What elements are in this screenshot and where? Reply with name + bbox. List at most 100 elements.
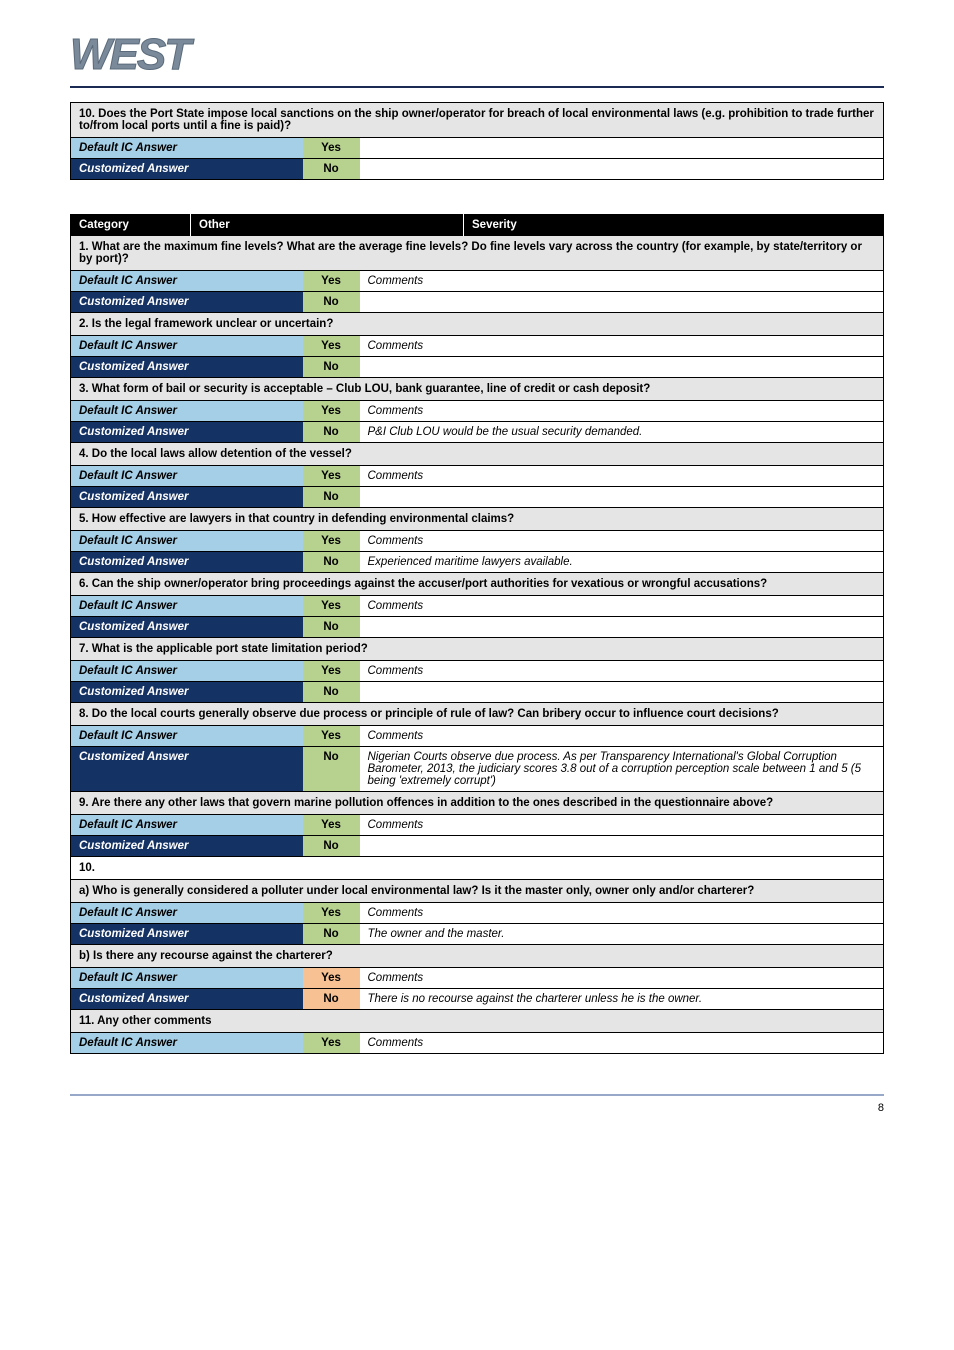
q10ps-custom-label: Customized Answer bbox=[71, 159, 303, 180]
q2-head: 2. Is the legal framework unclear or unc… bbox=[71, 313, 884, 336]
q4-default-comment: Comments bbox=[360, 466, 884, 487]
q9-default-comment: Comments bbox=[360, 815, 884, 836]
q3-custom-action: No bbox=[303, 422, 360, 443]
q5-custom-label: Customized Answer bbox=[71, 552, 303, 573]
q10b-default-comment: Comments bbox=[360, 968, 884, 989]
q4-default-label: Default IC Answer bbox=[71, 466, 303, 487]
section-cat-value: Other bbox=[191, 215, 464, 236]
q3-custom-label: Customized Answer bbox=[71, 422, 303, 443]
q10-head: 10. bbox=[71, 857, 884, 880]
q10a-custom-label: Customized Answer bbox=[71, 924, 303, 945]
q10ps-default-action: Yes bbox=[303, 138, 360, 159]
q10b-head: b) Is there any recourse against the cha… bbox=[71, 945, 884, 968]
q10b-default-label: Default IC Answer bbox=[71, 968, 303, 989]
q6-default-label: Default IC Answer bbox=[71, 596, 303, 617]
q9-default-action: Yes bbox=[303, 815, 360, 836]
q9-default-label: Default IC Answer bbox=[71, 815, 303, 836]
q3-default-label: Default IC Answer bbox=[71, 401, 303, 422]
section-cat-label: Category bbox=[71, 215, 191, 236]
q4-head: 4. Do the local laws allow detention of … bbox=[71, 443, 884, 466]
q2-default-action: Yes bbox=[303, 336, 360, 357]
q10a-default-comment: Comments bbox=[360, 903, 884, 924]
q5-head: 5. How effective are lawyers in that cou… bbox=[71, 508, 884, 531]
section-severity: Severity bbox=[464, 215, 884, 236]
q9-custom-label: Customized Answer bbox=[71, 836, 303, 857]
q10-num: 10. bbox=[79, 862, 95, 874]
q8-default-action: Yes bbox=[303, 726, 360, 747]
q8-default-comment: Comments bbox=[360, 726, 884, 747]
q9-head: 9. Are there any other laws that govern … bbox=[71, 792, 884, 815]
page-number: 8 bbox=[70, 1102, 884, 1114]
q9-custom-action: No bbox=[303, 836, 360, 857]
q1-default-comment: Comments bbox=[360, 271, 884, 292]
q7-custom-comment bbox=[360, 682, 884, 703]
q8-custom-action: No bbox=[303, 747, 360, 792]
q1-head: 1. What are the maximum fine levels? Wha… bbox=[71, 236, 884, 271]
q5-default-action: Yes bbox=[303, 531, 360, 552]
q1-default-action: Yes bbox=[303, 271, 360, 292]
q6-default-action: Yes bbox=[303, 596, 360, 617]
q1-custom-comment bbox=[360, 292, 884, 313]
questionnaire-table: 1. What are the maximum fine levels? Wha… bbox=[70, 236, 884, 1054]
q10ps-default-comment bbox=[360, 138, 884, 159]
q5-default-label: Default IC Answer bbox=[71, 531, 303, 552]
q1-custom-label: Customized Answer bbox=[71, 292, 303, 313]
q1-custom-action: No bbox=[303, 292, 360, 313]
q10ps-head: 10. Does the Port State impose local san… bbox=[71, 103, 884, 138]
q4-custom-action: No bbox=[303, 487, 360, 508]
q7-custom-action: No bbox=[303, 682, 360, 703]
q10ps-custom-comment bbox=[360, 159, 884, 180]
brand-logo: WEST bbox=[70, 30, 884, 80]
q10ps-custom-action: No bbox=[303, 159, 360, 180]
q8-custom-comment: Nigerian Courts observe due process. As … bbox=[360, 747, 884, 792]
q6-default-comment: Comments bbox=[360, 596, 884, 617]
q11-default-comment: Comments bbox=[360, 1033, 884, 1054]
q11-default-label: Default IC Answer bbox=[71, 1033, 303, 1054]
q10b-custom-label: Customized Answer bbox=[71, 989, 303, 1010]
q6-custom-action: No bbox=[303, 617, 360, 638]
q4-default-action: Yes bbox=[303, 466, 360, 487]
q3-default-action: Yes bbox=[303, 401, 360, 422]
q5-custom-action: No bbox=[303, 552, 360, 573]
q8-head: 8. Do the local courts generally observe… bbox=[71, 703, 884, 726]
q3-custom-comment: P&I Club LOU would be the usual security… bbox=[360, 422, 884, 443]
q6-head: 6. Can the ship owner/operator bring pro… bbox=[71, 573, 884, 596]
q10a-head: a) Who is generally considered a pollute… bbox=[71, 880, 884, 903]
q7-default-comment: Comments bbox=[360, 661, 884, 682]
page: WEST 10. Does the Port State impose loca… bbox=[0, 0, 954, 1144]
q2-default-comment: Comments bbox=[360, 336, 884, 357]
q10a-custom-action: No bbox=[303, 924, 360, 945]
q2-custom-action: No bbox=[303, 357, 360, 378]
q6-custom-comment bbox=[360, 617, 884, 638]
q10b-custom-action: No bbox=[303, 989, 360, 1010]
q8-default-label: Default IC Answer bbox=[71, 726, 303, 747]
q10a-default-action: Yes bbox=[303, 903, 360, 924]
q2-default-label: Default IC Answer bbox=[71, 336, 303, 357]
q10a-custom-comment: The owner and the master. bbox=[360, 924, 884, 945]
q2-custom-label: Customized Answer bbox=[71, 357, 303, 378]
q8-custom-label: Customized Answer bbox=[71, 747, 303, 792]
q7-head: 7. What is the applicable port state lim… bbox=[71, 638, 884, 661]
rule-bottom bbox=[70, 1094, 884, 1096]
q4-custom-comment bbox=[360, 487, 884, 508]
rule-top bbox=[70, 86, 884, 88]
q9-custom-comment bbox=[360, 836, 884, 857]
q4-custom-label: Customized Answer bbox=[71, 487, 303, 508]
q2-custom-comment bbox=[360, 357, 884, 378]
q6-custom-label: Customized Answer bbox=[71, 617, 303, 638]
q7-default-label: Default IC Answer bbox=[71, 661, 303, 682]
q10b-custom-comment: There is no recourse against the charter… bbox=[360, 989, 884, 1010]
q10a-default-label: Default IC Answer bbox=[71, 903, 303, 924]
q3-head: 3. What form of bail or security is acce… bbox=[71, 378, 884, 401]
section-header: Category Other Severity bbox=[70, 214, 884, 236]
q11-head: 11. Any other comments bbox=[71, 1010, 884, 1033]
q1-default-label: Default IC Answer bbox=[71, 271, 303, 292]
block-q10-port-state: 10. Does the Port State impose local san… bbox=[70, 102, 884, 180]
q5-default-comment: Comments bbox=[360, 531, 884, 552]
q3-default-comment: Comments bbox=[360, 401, 884, 422]
q7-custom-label: Customized Answer bbox=[71, 682, 303, 703]
q10ps-head-text: 10. Does the Port State impose local san… bbox=[79, 108, 874, 132]
q7-default-action: Yes bbox=[303, 661, 360, 682]
q10b-default-action: Yes bbox=[303, 968, 360, 989]
q5-custom-comment: Experienced maritime lawyers available. bbox=[360, 552, 884, 573]
